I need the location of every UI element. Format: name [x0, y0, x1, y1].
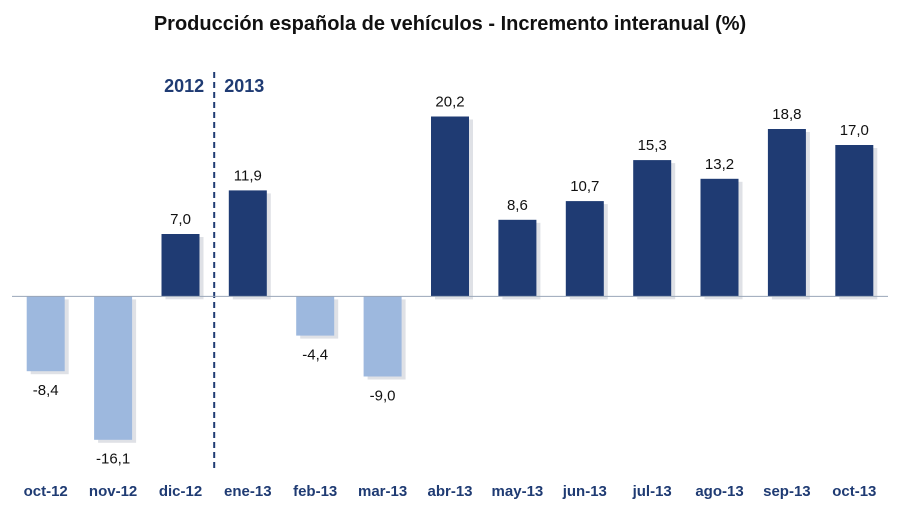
- bar-abr-13: [431, 116, 469, 297]
- tick-label-feb-13: feb-13: [293, 483, 337, 500]
- data-label-ago-13: 13,2: [705, 156, 734, 173]
- bar-mar-13: [363, 296, 402, 377]
- tick-label-may-13: may-13: [492, 483, 544, 500]
- bar-may-13: [498, 219, 537, 297]
- data-label-jun-13: 10,7: [570, 178, 599, 195]
- tick-label-sep-13: sep-13: [763, 483, 811, 500]
- data-label-oct-12: -8,4: [33, 382, 59, 399]
- bar-oct-13: [835, 145, 874, 297]
- data-label-feb-13: -4,4: [302, 347, 328, 364]
- bar-jul-13: [633, 160, 672, 297]
- tick-label-jun-13: jun-13: [562, 483, 607, 500]
- data-label-mar-13: -9,0: [370, 388, 396, 405]
- year-label-2012: 2012: [164, 76, 204, 96]
- data-label-may-13: 8,6: [507, 197, 528, 214]
- data-label-dic-12: 7,0: [170, 211, 191, 228]
- data-label-sep-13: 18,8: [772, 106, 801, 123]
- tick-label-dic-12: dic-12: [159, 483, 202, 500]
- data-label-oct-13: 17,0: [840, 122, 869, 139]
- x-axis-tick-labels: oct-12 nov-12 dic-12 ene-13 feb-13 mar-13 abr-…: [24, 483, 877, 500]
- tick-label-jul-13: jul-13: [632, 483, 672, 500]
- tick-label-oct-12: oct-12: [24, 483, 68, 500]
- bar-feb-13: [296, 296, 335, 336]
- data-label-jul-13: 15,3: [638, 137, 667, 154]
- tick-label-abr-13: abr-13: [427, 483, 472, 500]
- chart-title: Producción española de vehículos - Incre…: [154, 13, 746, 35]
- bar-ago-13: [700, 178, 739, 297]
- tick-label-oct-13: oct-13: [832, 483, 876, 500]
- tick-label-nov-12: nov-12: [89, 483, 137, 500]
- data-label-nov-12: -16,1: [96, 451, 130, 468]
- bar-nov-12: [94, 296, 133, 440]
- data-label-ene-13: 11,9: [234, 167, 262, 184]
- year-divider-group: 2012 2013: [164, 72, 264, 468]
- data-label-abr-13: 20,2: [435, 94, 464, 111]
- bar-ene-13: [228, 190, 267, 297]
- tick-label-ago-13: ago-13: [695, 483, 743, 500]
- tick-label-mar-13: mar-13: [358, 483, 407, 500]
- tick-label-ene-13: ene-13: [224, 483, 272, 500]
- bar-oct-12: [26, 296, 65, 372]
- bar-jun-13: [565, 201, 604, 297]
- data-labels-layer: -8,4 -16,1 7,0 11,9 -4,4 -9,0 20,2 8,6 10,7 15,3 1…: [33, 94, 869, 468]
- bar-dic-12: [161, 234, 200, 297]
- bar-sep-13: [767, 129, 806, 297]
- bars-layer: [26, 116, 878, 443]
- year-label-2013: 2013: [224, 76, 264, 96]
